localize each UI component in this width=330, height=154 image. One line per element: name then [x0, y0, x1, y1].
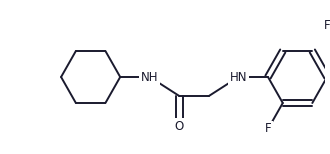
Text: NH: NH: [141, 71, 158, 83]
Text: HN: HN: [230, 71, 247, 83]
Text: F: F: [324, 18, 330, 32]
Text: O: O: [175, 120, 184, 132]
Text: F: F: [265, 122, 271, 136]
